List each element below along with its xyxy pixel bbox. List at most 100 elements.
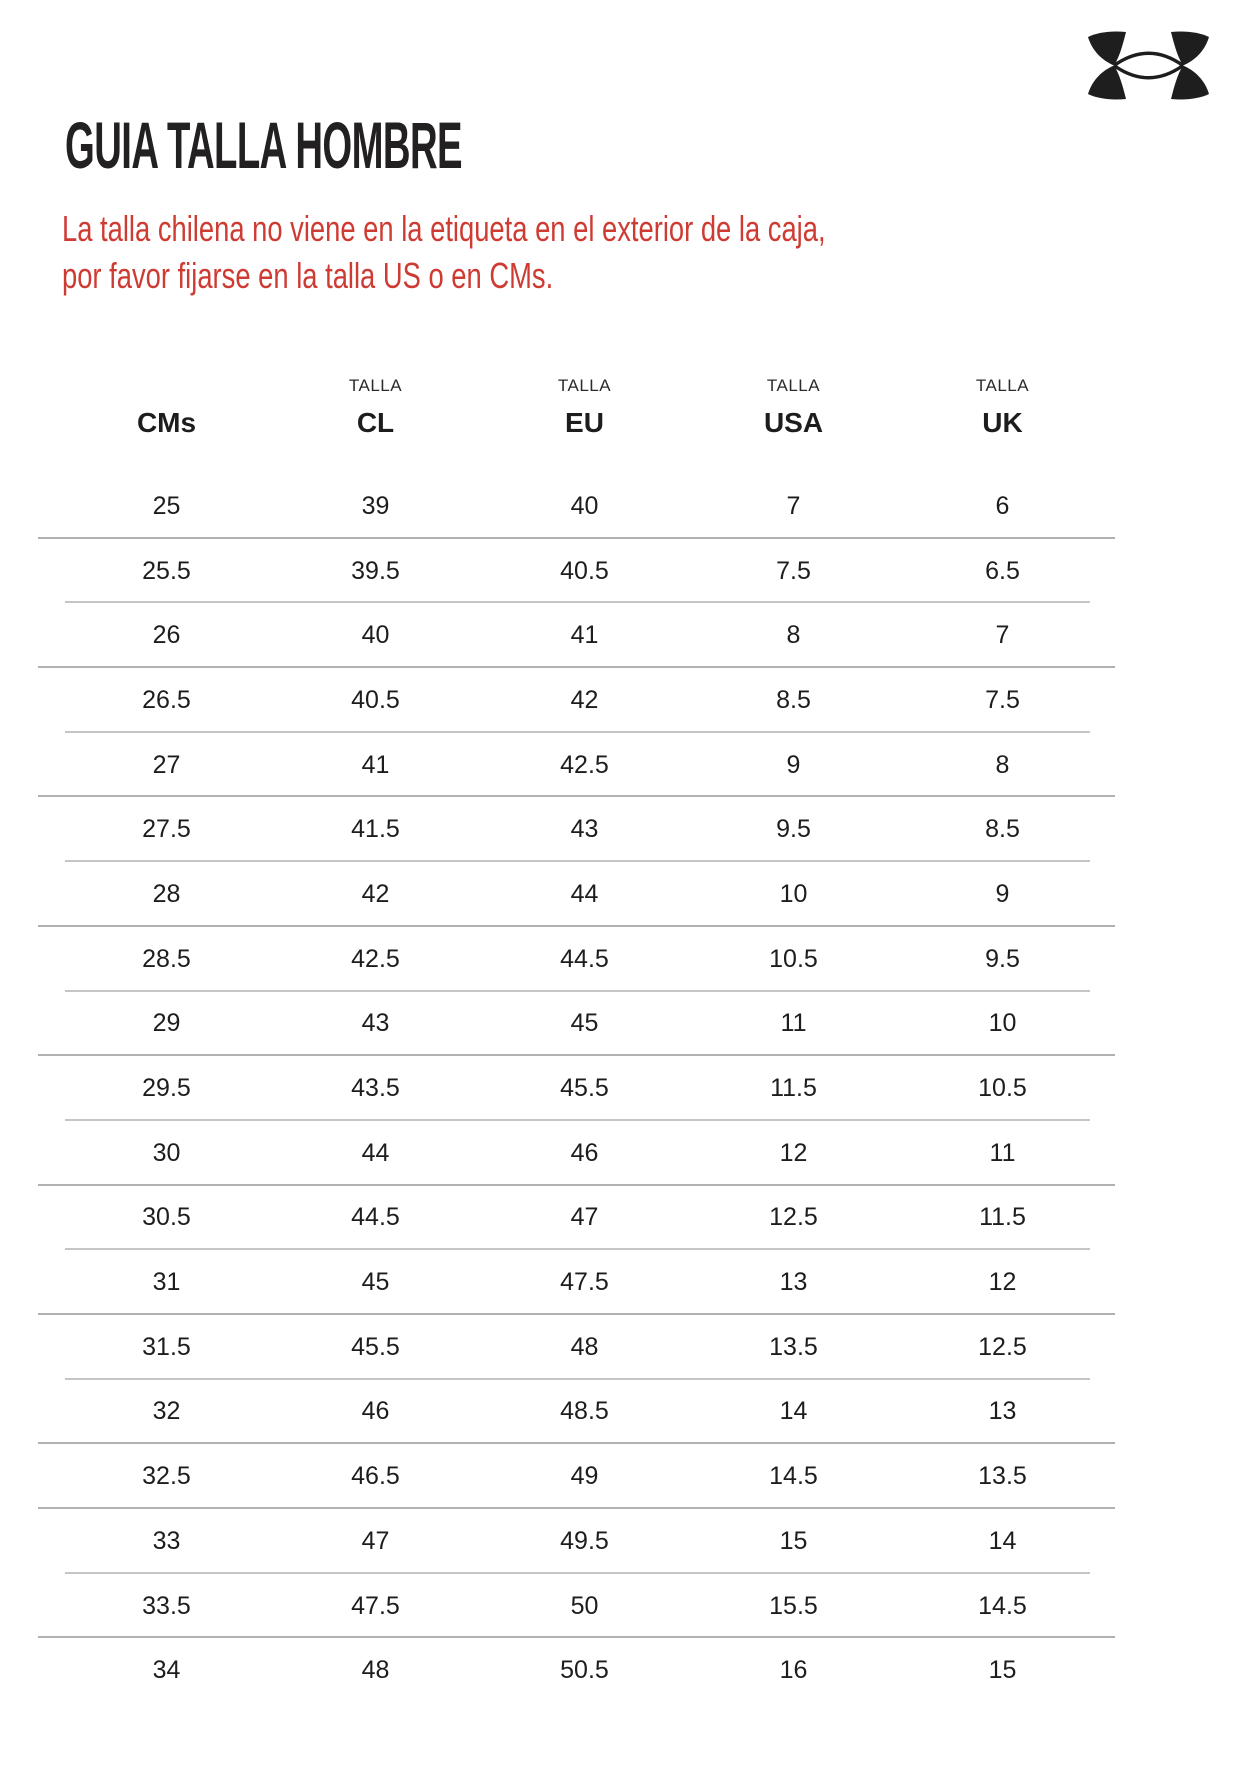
table-cell: 31.5: [142, 1332, 191, 1361]
row-separator: [38, 666, 1115, 669]
table-cell: 28: [152, 879, 181, 908]
table-cell: 29.5: [142, 1074, 191, 1103]
table-cell: 14: [779, 1397, 808, 1426]
size-table-body: 25 39 40 7 6 25.5 39.5 40.5 7.5 6.5 26 40 41 8 7 26.5 40…: [38, 474, 1115, 1703]
table-cell: 46: [570, 1138, 599, 1167]
table-cell: 7.5: [776, 556, 811, 585]
table-cell: 29: [152, 1009, 181, 1038]
table-cell: 13.5: [769, 1332, 818, 1361]
table-cell: 30.5: [142, 1203, 191, 1232]
table-cell: 42.5: [560, 750, 609, 779]
table-row: 30.5 44.5 47 12.5 11.5: [62, 1186, 1107, 1251]
table-cell: 40: [570, 491, 599, 520]
table-cell: 34: [152, 1656, 181, 1685]
size-table-header: CMs TALLA CL TALLA EU TALLA USA TALLA UK: [62, 376, 1107, 438]
table-cell: 6: [995, 491, 1010, 520]
table-row: 30 44 46 12 11: [38, 1121, 1115, 1186]
table-cell: 10: [779, 879, 808, 908]
table-cell: 46.5: [351, 1462, 400, 1491]
table-cell: 42: [570, 685, 599, 714]
table-cell: 8: [786, 621, 801, 650]
table-cell: 47.5: [351, 1591, 400, 1620]
table-cell: 50.5: [560, 1656, 609, 1685]
table-cell: 11: [989, 1138, 1016, 1167]
table-row: 32 46 48.5 14 13: [38, 1380, 1115, 1445]
table-cell: 12.5: [978, 1332, 1027, 1361]
row-separator: [38, 536, 1115, 539]
row-separator: [65, 1571, 1090, 1574]
row-separator: [65, 1377, 1090, 1380]
table-cell: 45.5: [560, 1074, 609, 1103]
column-header-usa: TALLA USA: [689, 377, 898, 438]
table-cell: 10.5: [978, 1074, 1027, 1103]
notice-line-2: por favor fijarse en la talla US o en CM…: [62, 255, 554, 296]
column-header-eu: TALLA EU: [480, 376, 689, 438]
table-cell: 31: [152, 1268, 181, 1297]
table-cell: 48.5: [560, 1397, 609, 1426]
table-cell: 9: [786, 750, 801, 779]
page-title: GUIA TALLA HOMBRE: [65, 108, 463, 182]
table-row: 31 45 47.5 13 12: [38, 1250, 1115, 1315]
column-header-label: EU: [565, 407, 604, 438]
table-cell: 9.5: [776, 815, 811, 844]
table-cell: 12: [988, 1268, 1017, 1297]
notice-line-1: La talla chilena no viene en la etiqueta…: [62, 208, 826, 249]
table-cell: 8.5: [985, 815, 1020, 844]
table-row: 29 43 45 11 10: [38, 992, 1115, 1057]
table-cell: 12: [779, 1138, 808, 1167]
table-cell: 41: [570, 621, 599, 650]
row-separator: [38, 1183, 1115, 1186]
table-row: 26.5 40.5 42 8.5 7.5: [62, 668, 1107, 733]
table-cell: 15.5: [769, 1591, 818, 1620]
table-row: 32.5 46.5 49 14.5 13.5: [38, 1444, 1115, 1509]
table-cell: 49: [570, 1462, 599, 1491]
table-row: 26 40 41 8 7: [38, 603, 1115, 669]
table-cell: 25.5: [142, 556, 191, 585]
table-row: 25.5 39.5 40.5 7.5 6.5: [62, 539, 1107, 604]
table-row: 27 41 42.5 9 8: [38, 733, 1115, 798]
table-row: 29.5 43.5 45.5 11.5 10.5: [62, 1056, 1107, 1121]
table-cell: 32: [152, 1397, 181, 1426]
column-header-uk: TALLA UK: [898, 377, 1107, 437]
row-separator: [38, 1312, 1115, 1315]
table-row: 28 42 44 10 9: [38, 862, 1115, 927]
table-cell: 40: [361, 621, 390, 650]
table-cell: 44: [570, 879, 599, 908]
table-row: 34 48 50.5 16 15: [62, 1638, 1107, 1703]
row-separator: [38, 1507, 1115, 1509]
column-header-cms: CMs: [62, 377, 271, 438]
table-row: 31.5 45.5 48 13.5 12.5: [62, 1315, 1107, 1380]
column-header-label: USA: [763, 407, 824, 438]
table-row: 25 39 40 7 6: [38, 474, 1115, 539]
table-cell: 42: [361, 879, 390, 908]
table-cell: 11.5: [979, 1203, 1026, 1232]
table-cell: 7: [786, 491, 801, 520]
table-cell: 9.5: [985, 944, 1020, 973]
table-cell: 43: [570, 815, 599, 844]
table-cell: 10.5: [769, 944, 818, 973]
size-table: CMs TALLA CL TALLA EU TALLA USA TALLA UK 25 39 40 7…: [38, 376, 1115, 1703]
column-header-label: CL: [356, 407, 395, 438]
row-separator: [38, 1442, 1115, 1445]
table-cell: 6.5: [985, 556, 1020, 585]
table-row: 33 47 49.5 15 14: [62, 1509, 1107, 1574]
table-cell: 12.5: [769, 1203, 818, 1232]
table-cell: 41: [361, 750, 390, 779]
table-cell: 49.5: [560, 1526, 609, 1555]
column-header-cl: TALLA CL: [271, 377, 480, 438]
row-separator: [65, 601, 1090, 604]
table-cell: 27.5: [142, 815, 191, 844]
table-cell: 7: [995, 621, 1010, 650]
table-cell: 11: [780, 1009, 807, 1038]
under-armour-logo: [1087, 27, 1210, 104]
column-header-label: CMs: [136, 407, 197, 438]
table-cell: 15: [779, 1526, 808, 1555]
column-header-talla-label: TALLA: [557, 376, 612, 395]
table-cell: 15: [988, 1656, 1017, 1685]
table-cell: 13: [988, 1397, 1017, 1426]
table-cell: 11.5: [770, 1074, 817, 1103]
table-cell: 14: [988, 1526, 1017, 1555]
table-cell: 40.5: [560, 556, 609, 585]
table-cell: 9: [995, 879, 1010, 908]
